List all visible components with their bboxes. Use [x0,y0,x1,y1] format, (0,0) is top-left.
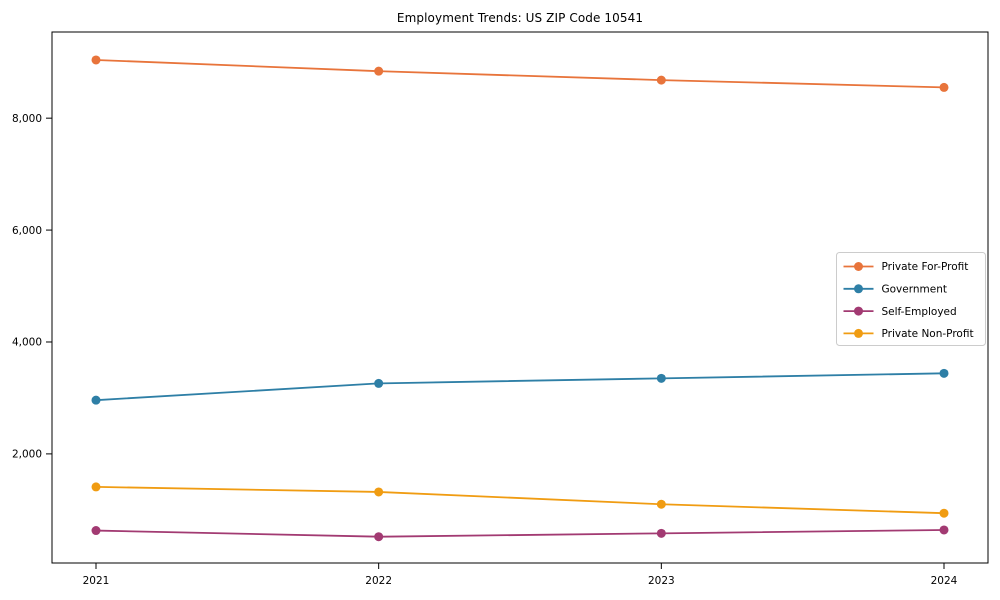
data-point-private-for-profit [374,66,384,76]
data-point-private-for-profit [939,82,949,92]
data-point-private-non-profit [939,508,949,518]
x-tick-label: 2021 [83,575,110,587]
data-point-private-non-profit [656,499,666,509]
x-tick-label: 2024 [931,575,958,587]
plot-border [51,31,989,564]
legend-label-government: Government [882,283,947,295]
legend-label-private-for-profit: Private For-Profit [882,261,969,273]
legend-label-self-employed: Self-Employed [882,306,957,318]
data-point-self-employed [374,532,384,542]
data-point-self-employed [91,526,101,536]
data-point-government [939,368,949,378]
legend-marker-private-non-profit [854,328,863,338]
legend-marker-private-for-profit [854,262,863,271]
chart-title: Employment Trends: US ZIP Code 10541 [396,11,644,25]
y-tick-label: 8,000 [12,113,42,125]
y-tick-label: 2,000 [12,449,42,461]
y-tick-label: 6,000 [12,225,42,237]
x-tick-label: 2022 [365,575,392,587]
legend-marker-government [854,284,863,294]
data-point-private-for-profit [91,55,101,65]
series-line-government [95,372,945,402]
series-line-private-non-profit [95,486,945,515]
legend-marker-self-employed [854,306,863,316]
data-point-self-employed [656,528,666,538]
series-line-private-for-profit [95,59,945,89]
data-point-self-employed [939,525,949,535]
data-point-private-non-profit [374,487,384,497]
data-point-government [91,395,101,405]
data-point-government [374,378,384,388]
legend-box [836,252,986,346]
data-point-private-for-profit [656,75,666,85]
x-tick-label: 2023 [648,575,675,587]
legend-label-private-non-profit: Private Non-Profit [882,328,974,340]
data-point-private-non-profit [91,482,101,492]
data-point-government [656,373,666,383]
y-tick-label: 4,000 [12,337,42,349]
series-line-self-employed [95,529,945,538]
